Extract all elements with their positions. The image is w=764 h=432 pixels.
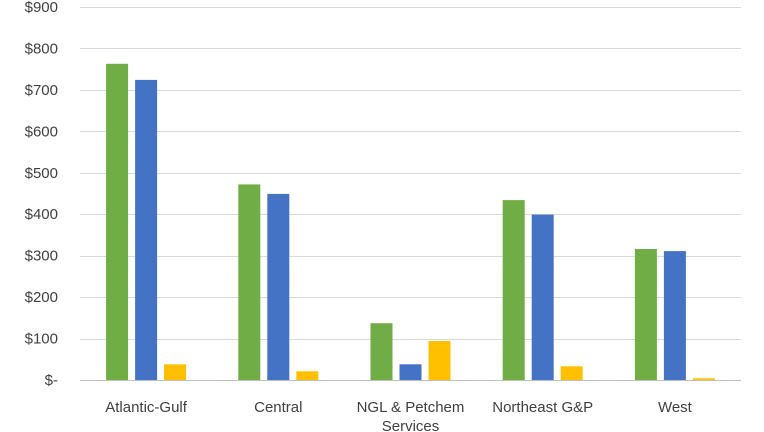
y-tick-label: $700 bbox=[25, 82, 58, 99]
x-category-label: Atlantic-Gulf bbox=[105, 399, 188, 416]
bar bbox=[164, 364, 187, 380]
bar bbox=[560, 366, 583, 380]
y-tick-label: $400 bbox=[25, 206, 58, 223]
gridlines bbox=[80, 7, 741, 381]
y-axis-tick-labels: $- $100 $200 $300 $400 $500 $600 $700 $800 $900 bbox=[25, 0, 58, 389]
bar bbox=[296, 371, 319, 380]
x-category-label: NGL & Petchem Services bbox=[357, 399, 465, 432]
y-tick-label: $600 bbox=[25, 123, 58, 140]
bar bbox=[428, 341, 451, 380]
bar bbox=[267, 193, 290, 380]
x-axis-category-labels: Atlantic-Gulf Central NGL & Petchem Service… bbox=[105, 399, 692, 432]
bar bbox=[692, 378, 715, 380]
bar bbox=[399, 364, 422, 380]
bar bbox=[531, 214, 554, 380]
y-tick-label: $200 bbox=[25, 289, 58, 306]
x-category-label: West bbox=[658, 399, 693, 416]
y-tick-label: $800 bbox=[25, 40, 58, 57]
y-tick-label: $- bbox=[45, 372, 58, 389]
bar bbox=[238, 184, 261, 380]
bar bbox=[106, 63, 129, 381]
bar bbox=[502, 200, 525, 380]
x-category-label: Northeast G&P bbox=[492, 399, 593, 416]
x-category-label: Central bbox=[254, 399, 302, 416]
y-tick-label: $900 bbox=[25, 0, 58, 16]
bar bbox=[135, 79, 158, 381]
bar bbox=[634, 249, 657, 380]
y-tick-label: $300 bbox=[25, 248, 58, 265]
bars bbox=[106, 63, 715, 381]
bar bbox=[663, 251, 686, 380]
bar bbox=[370, 323, 393, 380]
y-tick-label: $500 bbox=[25, 165, 58, 182]
y-tick-label: $100 bbox=[25, 331, 58, 348]
